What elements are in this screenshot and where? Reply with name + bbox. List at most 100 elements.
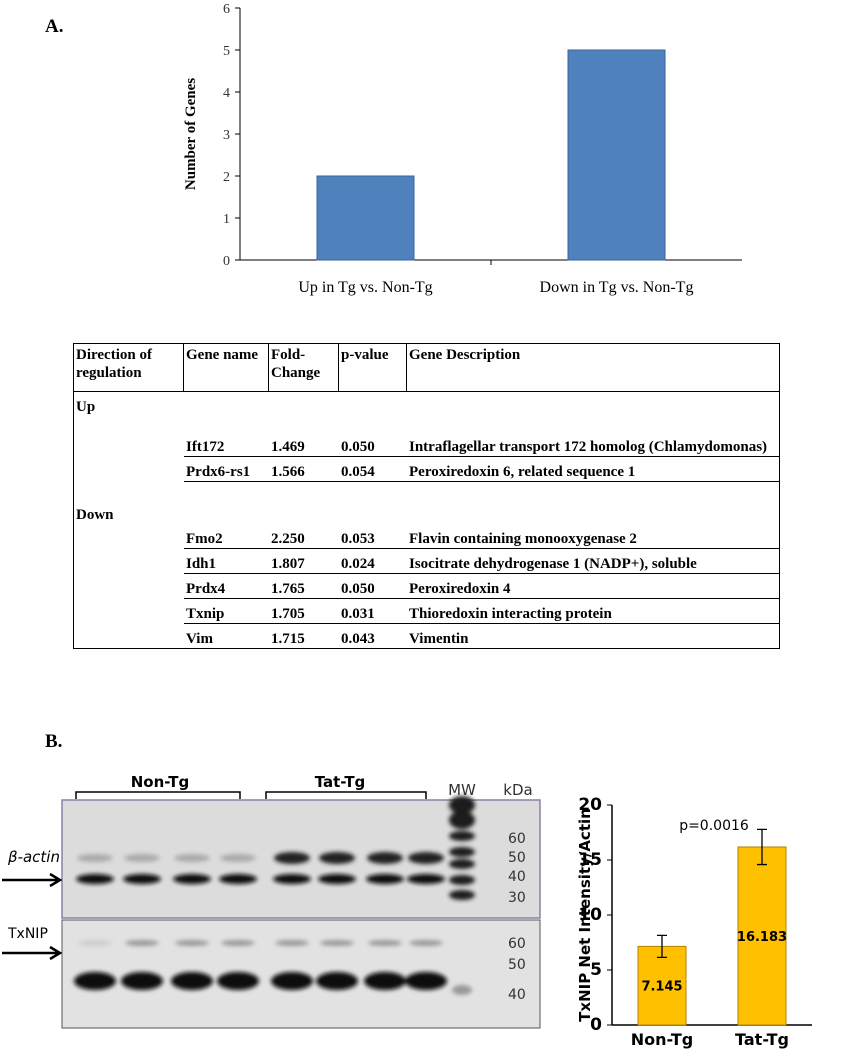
table-cell: Isocitrate dehydrogenase 1 (NADP+), solu… (409, 556, 697, 572)
table-cell: 0.053 (341, 531, 375, 547)
y-axis-label: TxNIP Net Intensity/Actin (576, 808, 594, 1022)
data-label: 7.145 (641, 980, 682, 995)
table-cell: 1.765 (271, 581, 305, 597)
mw-label: MW (448, 781, 476, 799)
band (125, 940, 159, 946)
y-tick-label: 6 (223, 2, 230, 17)
bar (737, 846, 787, 1026)
mw-marker: 60 (508, 936, 526, 952)
table-cell: Prdx6-rs1 (186, 464, 251, 480)
bar (567, 49, 666, 261)
table-cell: Intraflagellar transport 172 homolog (Ch… (409, 439, 768, 455)
band (76, 874, 114, 884)
group-cell: Down (76, 507, 114, 523)
band (368, 940, 402, 946)
band (405, 972, 447, 990)
table-cell: Flavin containing monooxygenase 2 (409, 531, 637, 547)
lane-brackets (75, 791, 427, 799)
table-cell: 1.715 (271, 631, 305, 647)
group-rows: Ift172 1.469 0.050 Intraflagellar transport… (74, 418, 779, 482)
ladder (449, 847, 475, 857)
y-tick-label: 0 (590, 1015, 602, 1035)
band (121, 972, 163, 990)
table-cell: Vimentin (409, 631, 469, 647)
header-cell: Fold-Change (269, 344, 339, 391)
band (320, 940, 354, 946)
data-label: 16.183 (737, 930, 787, 945)
gene-table: Direction of regulation Gene name Fold-Cha… (73, 343, 780, 649)
mw-marker: 40 (508, 987, 526, 1003)
error-bar (657, 934, 667, 959)
band (124, 854, 160, 862)
x-tick-label: Up in Tg vs. Non-Tg (298, 279, 432, 296)
band (174, 854, 210, 862)
y-tick-label: 3 (223, 128, 230, 143)
band (366, 874, 404, 884)
band (367, 852, 403, 864)
y-tick-label: 0 (223, 254, 230, 269)
y-tick-label: 20 (578, 795, 602, 815)
band (78, 940, 112, 946)
band (171, 972, 213, 990)
mw-marker: 60 (508, 831, 526, 847)
table-cell: 1.469 (271, 439, 305, 455)
table-cell: Vim (186, 631, 213, 647)
table-cell: 0.031 (341, 606, 375, 622)
table-cell: 0.050 (341, 439, 375, 455)
blot-label: β-actin (7, 848, 60, 866)
mw-marker: 50 (508, 850, 526, 866)
annotation: p=0.0016 (679, 818, 749, 834)
error-bar (757, 828, 767, 866)
table-row: Prdx4 1.765 0.050 Peroxiredoxin 4 (184, 574, 779, 599)
group-label: Non-Tg (131, 773, 190, 791)
panel-label: A. (45, 16, 63, 37)
table-cell: 0.024 (341, 556, 375, 572)
band (273, 874, 311, 884)
mw-marker: 40 (508, 869, 526, 885)
table-cell: Ift172 (186, 439, 225, 455)
table-cell: 0.050 (341, 581, 375, 597)
y-tick-label: 5 (223, 44, 230, 59)
table-header: Direction of regulation Gene name Fold-Cha… (74, 343, 779, 392)
band (408, 852, 444, 864)
band (275, 940, 309, 946)
mw-marker: 50 (508, 957, 526, 973)
band (175, 940, 209, 946)
unit-label: kDa (503, 781, 532, 799)
header-cell: Gene name (184, 344, 269, 391)
header-cell: Gene Description (409, 347, 521, 363)
x-tick-label: Non-Tg (631, 1030, 693, 1049)
group-cell: Up (76, 399, 96, 415)
x-tick-label: Down in Tg vs. Non-Tg (540, 279, 694, 296)
table-cell: Thioredoxin interacting protein (409, 606, 612, 622)
table-cell: Txnip (186, 606, 225, 622)
header-cell: Direction of regulation (74, 344, 184, 391)
ladder (449, 831, 475, 841)
band (74, 972, 116, 990)
y-tick-label: 4 (223, 86, 230, 101)
group-rows: Fmo2 2.250 0.053 Flavin containing monooxyg… (74, 524, 779, 648)
mw-marker: 30 (508, 890, 526, 906)
table-cell: 0.043 (341, 631, 375, 647)
bar (637, 945, 687, 1026)
panel-label: B. (45, 731, 62, 752)
band (407, 874, 445, 884)
band (364, 972, 406, 990)
blot-label: TxNIP (7, 926, 48, 942)
table-cell: 1.566 (271, 464, 305, 480)
band (316, 972, 358, 990)
band (318, 874, 356, 884)
y-axis-label: Number of Genes (183, 78, 199, 190)
ladder (449, 811, 475, 829)
y-tick-label: 15 (578, 850, 602, 870)
table-cell: Peroxiredoxin 4 (409, 581, 511, 597)
y-tick-label: 2 (223, 170, 230, 185)
table-row: Fmo2 2.250 0.053 Flavin containing monooxyg… (184, 524, 779, 549)
ladder (449, 875, 475, 885)
ladder (452, 985, 472, 995)
band (77, 854, 113, 862)
table-cell: 1.807 (271, 556, 305, 572)
table-row: Ift172 1.469 0.050 Intraflagellar transport… (184, 418, 779, 457)
y-tick-label: 10 (578, 905, 602, 925)
